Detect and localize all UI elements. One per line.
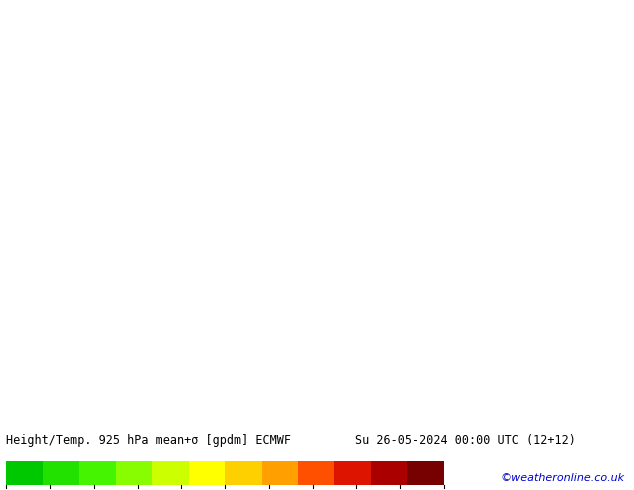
- Bar: [261, 461, 298, 486]
- Bar: [298, 461, 334, 486]
- Bar: [407, 461, 444, 486]
- Bar: [189, 461, 225, 486]
- Bar: [371, 461, 407, 486]
- Bar: [115, 461, 152, 486]
- Bar: [79, 461, 115, 486]
- Bar: [335, 461, 371, 486]
- Bar: [6, 461, 42, 486]
- Bar: [225, 461, 261, 486]
- Bar: [152, 461, 189, 486]
- Bar: [42, 461, 79, 486]
- Text: Su 26-05-2024 00:00 UTC (12+12): Su 26-05-2024 00:00 UTC (12+12): [355, 434, 576, 447]
- Text: Height/Temp. 925 hPa mean+σ [gpdm] ECMWF: Height/Temp. 925 hPa mean+σ [gpdm] ECMWF: [6, 434, 292, 447]
- Text: ©weatheronline.co.uk: ©weatheronline.co.uk: [500, 473, 624, 484]
